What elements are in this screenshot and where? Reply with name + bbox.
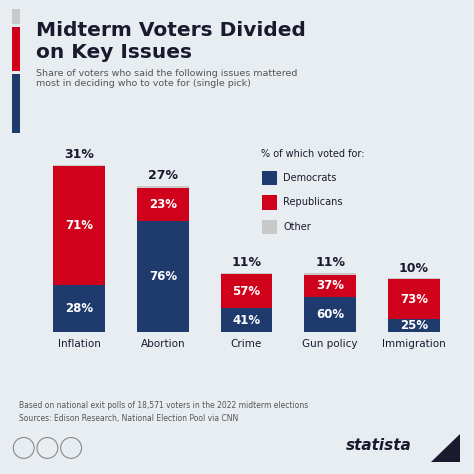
Bar [53, 166, 105, 285]
Text: 76%: 76% [149, 270, 177, 283]
Bar [304, 297, 356, 332]
Bar [388, 319, 440, 332]
Text: 31%: 31% [64, 148, 94, 161]
Bar [388, 279, 440, 319]
Text: 11%: 11% [315, 256, 345, 269]
Text: statista: statista [346, 438, 412, 453]
Text: 10%: 10% [399, 262, 429, 274]
Text: 23%: 23% [149, 198, 177, 211]
Text: % of which voted for:: % of which voted for: [261, 149, 364, 159]
Text: on Key Issues: on Key Issues [36, 43, 191, 62]
Text: 60%: 60% [316, 308, 344, 321]
Text: 73%: 73% [400, 292, 428, 306]
Text: Gun policy: Gun policy [302, 339, 358, 349]
Text: 28%: 28% [65, 302, 93, 316]
Bar [220, 273, 273, 274]
Bar [220, 274, 273, 308]
Text: 25%: 25% [400, 319, 428, 332]
Bar [53, 164, 105, 166]
Text: 71%: 71% [65, 219, 93, 232]
Bar [12, 27, 20, 71]
Bar [304, 274, 356, 297]
Bar [220, 308, 273, 332]
Text: 57%: 57% [232, 284, 261, 298]
Text: Inflation: Inflation [58, 339, 100, 349]
Bar [388, 278, 440, 279]
Text: Crime: Crime [231, 339, 262, 349]
Text: Democrats: Democrats [283, 173, 337, 183]
Text: Based on national exit polls of 18,571 voters in the 2022 midterm elections: Based on national exit polls of 18,571 v… [19, 401, 308, 410]
Bar [137, 186, 189, 188]
Text: 27%: 27% [148, 169, 178, 182]
Text: 37%: 37% [316, 279, 344, 292]
Text: 11%: 11% [231, 256, 262, 269]
Text: Sources: Edison Research, National Election Pool via CNN: Sources: Edison Research, National Elect… [19, 414, 238, 423]
Bar [137, 221, 189, 332]
Bar [137, 188, 189, 221]
Bar [12, 9, 20, 24]
Text: Midterm Voters Divided: Midterm Voters Divided [36, 21, 305, 40]
Text: Abortion: Abortion [140, 339, 185, 349]
Text: Republicans: Republicans [283, 197, 343, 208]
Text: Immigration: Immigration [382, 339, 446, 349]
Polygon shape [431, 434, 460, 462]
Bar [304, 273, 356, 274]
Text: 41%: 41% [232, 314, 261, 327]
Bar [12, 73, 20, 133]
Text: Share of voters who said the following issues mattered
most in deciding who to v: Share of voters who said the following i… [36, 69, 297, 88]
Text: Other: Other [283, 222, 311, 232]
Bar [53, 285, 105, 332]
